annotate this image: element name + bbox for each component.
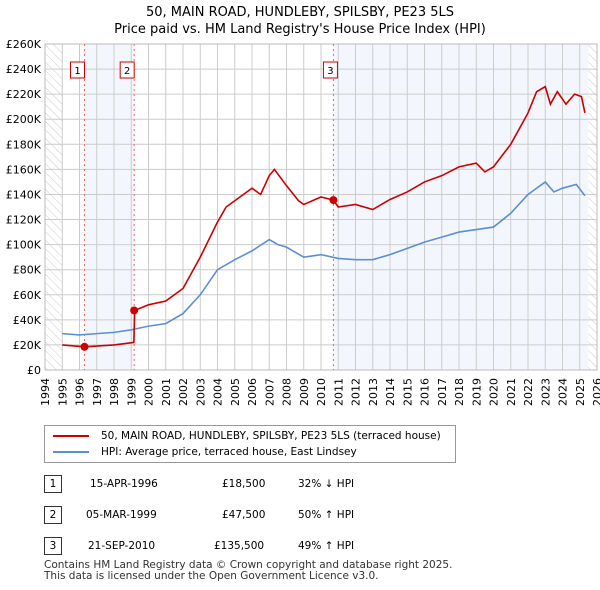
x-tick-label: 2003 <box>194 378 207 406</box>
x-tick-label: 2000 <box>143 378 156 406</box>
y-tick-label: £200K <box>6 113 42 126</box>
sale-label-box <box>119 61 135 79</box>
x-tick-label: 2005 <box>229 378 242 406</box>
x-tick-label: 2001 <box>160 378 173 406</box>
sale-row: 1 15-APR-1996 £18,500 32% ↓ HPI <box>44 475 464 495</box>
x-tick-label: 2018 <box>453 378 466 406</box>
sale-label-box <box>322 61 338 79</box>
x-tick-label: 2013 <box>367 378 380 406</box>
x-tick-label: 2023 <box>539 378 552 406</box>
y-tick-label: £60K <box>13 289 42 302</box>
sale-date: 21-SEP-2010 <box>88 540 156 552</box>
y-tick-label: £160K <box>6 163 42 176</box>
x-tick-label: 2009 <box>298 378 311 406</box>
title: 50, MAIN ROAD, HUNDLEBY, SPILSBY, PE23 5… <box>145 5 455 20</box>
x-tick-label: 2012 <box>350 378 363 406</box>
y-tick-label: £260K <box>6 38 42 51</box>
ownership-shade <box>84 44 135 370</box>
subtitle: Price paid vs. HM Land Registry's House … <box>114 22 486 37</box>
x-tick-label: 2007 <box>263 378 276 406</box>
y-tick-label: £140K <box>6 188 42 201</box>
sale-date: 15-APR-1996 <box>90 478 158 490</box>
x-tick-label: 2024 <box>557 378 570 406</box>
chart-title: 50, MAIN ROAD, HUNDLEBY, SPILSBY, PE23 5… <box>0 4 600 38</box>
sale-point <box>130 306 139 315</box>
sale-row: 2 05-MAR-1999 £47,500 50% ↑ HPI <box>44 506 464 526</box>
y-tick-label: £20K <box>13 339 42 352</box>
x-tick-label: 2021 <box>505 378 518 406</box>
sale-number: 2 <box>44 506 62 524</box>
sale-point <box>80 342 89 351</box>
x-tick-label: 2015 <box>401 378 414 406</box>
footer-line: This data is licensed under the Open Gov… <box>44 570 379 582</box>
y-tick-label: £180K <box>6 138 42 151</box>
x-tick-label: 2017 <box>436 378 449 406</box>
x-tick-label: 2020 <box>488 378 501 406</box>
x-tick-label: 2002 <box>177 378 190 406</box>
x-tick-label: 1998 <box>108 378 121 406</box>
sale-date: 05-MAR-1999 <box>86 509 157 521</box>
x-tick-label: 2026 <box>591 378 600 406</box>
sale-price: £135,500 <box>214 540 265 552</box>
sale-label-box <box>70 61 86 79</box>
x-tick-label: 2025 <box>574 378 587 406</box>
x-tick-label: 2014 <box>384 378 397 406</box>
x-tick-label: 2019 <box>470 378 483 406</box>
y-tick-label: £120K <box>6 214 42 227</box>
y-tick-label: £240K <box>6 63 42 76</box>
y-tick-label: £100K <box>6 239 42 252</box>
x-tick-label: 1999 <box>125 378 138 406</box>
x-tick-label: 2016 <box>419 378 432 406</box>
sale-hpi: 49% ↑ HPI <box>298 540 355 552</box>
x-tick-label: 2004 <box>212 378 225 406</box>
sale-price: £18,500 <box>222 478 266 490</box>
x-tick-label: 1996 <box>74 378 87 406</box>
y-tick-label: £220K <box>6 88 42 101</box>
footer: Contains HM Land Registry data © Crown c… <box>44 560 452 582</box>
y-tick-label: £80K <box>13 264 42 277</box>
x-tick-label: 2011 <box>332 378 345 406</box>
sale-label: 3 <box>327 66 333 77</box>
sale-hpi: 32% ↓ HPI <box>298 478 355 490</box>
sale-label: 2 <box>124 66 130 77</box>
y-tick-label: £40K <box>13 314 42 327</box>
legend-label: 50, MAIN ROAD, HUNDLEBY, SPILSBY, PE23 5… <box>101 430 441 442</box>
sale-number: 3 <box>44 537 62 555</box>
sale-point <box>329 196 338 205</box>
legend-label: HPI: Average price, terraced house, East… <box>101 446 357 458</box>
y-tick-label: £0 <box>27 364 41 377</box>
sale-price: £47,500 <box>222 509 266 521</box>
legend-item-property: 50, MAIN ROAD, HUNDLEBY, SPILSBY, PE23 5… <box>53 430 441 442</box>
hpi-line <box>62 180 586 336</box>
no-data-hatch <box>588 44 597 370</box>
price-paid-line <box>62 85 586 348</box>
sale-row: 3 21-SEP-2010 £135,500 49% ↑ HPI <box>44 537 464 557</box>
no-data-hatch <box>45 44 63 370</box>
x-tick-label: 2006 <box>246 378 259 406</box>
x-tick-label: 2008 <box>281 378 294 406</box>
price-chart: 1994 1995 1996 1997 1998 1999 2000 2001 2002 2003… <box>6 38 600 406</box>
ownership-shade <box>333 44 589 370</box>
sale-number: 1 <box>44 475 62 493</box>
plot-border <box>44 43 598 371</box>
x-tick-label: 1994 <box>39 378 52 406</box>
legend: 50, MAIN ROAD, HUNDLEBY, SPILSBY, PE23 5… <box>44 425 456 463</box>
legend-item-hpi: HPI: Average price, terraced house, East… <box>53 446 357 458</box>
footer-line: Contains HM Land Registry data © Crown c… <box>44 559 453 571</box>
sale-hpi: 50% ↑ HPI <box>298 509 355 521</box>
x-tick-label: 1995 <box>56 378 69 406</box>
x-tick-label: 2022 <box>522 378 535 406</box>
sale-label: 1 <box>74 66 80 77</box>
x-tick-label: 1997 <box>91 378 104 406</box>
x-tick-label: 2010 <box>315 378 328 406</box>
